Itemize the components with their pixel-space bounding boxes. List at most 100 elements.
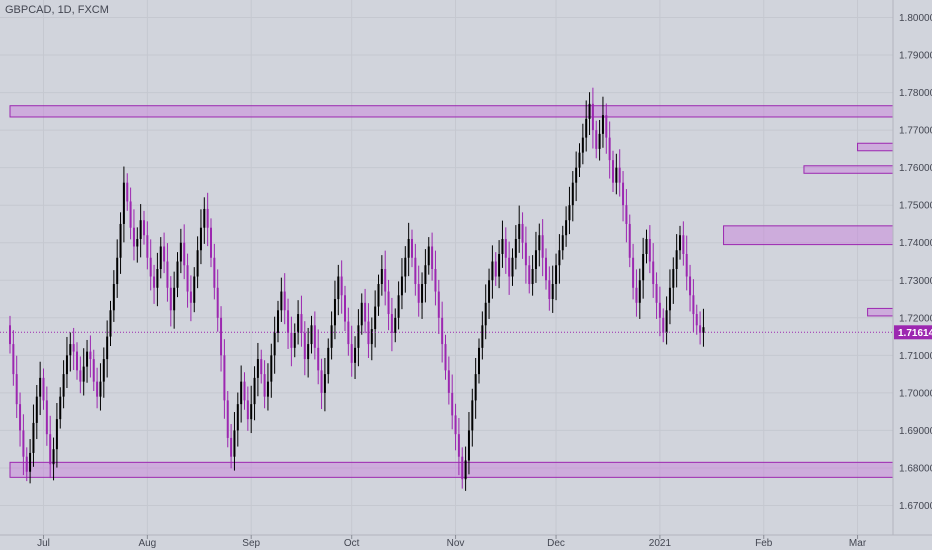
x-tick-label: Oct: [344, 538, 360, 549]
candle-body: [404, 257, 407, 277]
candle-body: [494, 261, 497, 277]
candle-body: [213, 257, 216, 288]
y-tick-label: 1.68000: [899, 463, 932, 474]
candle-body: [52, 449, 55, 465]
candle-body: [474, 374, 477, 401]
candle-body: [72, 344, 75, 352]
candle-body: [99, 381, 102, 397]
candle-body: [658, 302, 661, 318]
candle-body: [260, 359, 263, 375]
x-tick-label: Feb: [755, 538, 773, 549]
candle-body: [293, 332, 296, 348]
candle-body: [508, 257, 511, 277]
candle-body: [210, 227, 212, 258]
y-tick-label: 1.75000: [899, 201, 932, 212]
zone-rect: [9, 461, 894, 478]
candle-body: [595, 130, 598, 149]
candle-body: [183, 242, 186, 266]
candle-body: [220, 317, 223, 356]
price-tag-label: 1.71614: [898, 328, 932, 339]
candle-body: [340, 276, 343, 296]
y-tick-label: 1.77000: [899, 126, 932, 137]
candle-body: [25, 456, 28, 472]
candle-body: [350, 344, 353, 363]
candle-body: [665, 310, 668, 333]
candle-body: [65, 355, 68, 375]
candle-body: [400, 276, 403, 296]
candle-body: [511, 257, 514, 277]
grid-lines: [0, 0, 893, 535]
candle-body: [283, 291, 286, 311]
candle-body: [568, 205, 571, 221]
candle-body: [186, 265, 189, 292]
candle-body: [387, 291, 390, 315]
candle-body: [233, 430, 236, 457]
candle-body: [313, 325, 316, 348]
candle-body: [397, 295, 400, 318]
candle-body: [441, 317, 444, 345]
candle-body: [199, 227, 202, 251]
candle-body: [42, 377, 45, 401]
candle-body: [360, 302, 363, 326]
candle-body: [444, 344, 447, 371]
candle-body: [575, 167, 578, 183]
candle-body: [411, 238, 413, 258]
candle-body: [457, 434, 460, 457]
candle-body: [608, 137, 611, 161]
candle-body: [303, 332, 306, 360]
x-tick-label: Nov: [447, 538, 465, 549]
candle-body: [551, 284, 554, 300]
candle-body: [193, 276, 196, 303]
candle-body: [685, 253, 688, 277]
candle-body: [86, 351, 89, 367]
candle-body: [216, 287, 219, 318]
candle-body: [467, 430, 470, 461]
candle-body: [702, 327, 705, 333]
candle-body: [126, 182, 129, 202]
zone-rect: [867, 307, 894, 317]
candle-body: [632, 257, 635, 288]
candle-body: [689, 276, 692, 296]
candle-body: [333, 299, 336, 326]
candle-body: [615, 167, 618, 183]
y-tick-label: 1.73000: [899, 276, 932, 287]
x-tick-label: 2021: [649, 538, 672, 549]
candle-body: [287, 310, 290, 333]
time-axis[interactable]: JulAugSepOctNovDec2021FebMarAprMayJunJul: [37, 535, 932, 549]
candle-body: [605, 115, 608, 138]
candle-body: [159, 246, 162, 270]
candle-body: [565, 220, 568, 236]
symbol-label[interactable]: GBPCAD, 1D, FXCM: [5, 4, 109, 16]
candle-body: [488, 280, 491, 303]
candle-body: [638, 280, 641, 303]
candle-body: [642, 253, 645, 281]
x-tick-label: Jul: [37, 538, 50, 549]
candle-body: [179, 242, 182, 262]
x-tick-label: Dec: [547, 538, 565, 549]
candle-body: [370, 329, 373, 345]
candle-body: [300, 314, 303, 333]
candle-body: [571, 182, 574, 206]
candle-body: [347, 321, 350, 345]
candle-body: [323, 374, 326, 393]
candle-body: [531, 269, 534, 285]
candle-body: [380, 269, 383, 285]
candle-body: [153, 276, 156, 288]
candle-body: [59, 396, 62, 420]
candle-body: [601, 115, 604, 134]
candle-body: [344, 295, 346, 322]
candle-body: [668, 287, 671, 311]
candlestick-series: [9, 87, 705, 491]
candle-body: [173, 287, 176, 311]
candle-body: [354, 347, 357, 363]
candle-body: [310, 325, 313, 345]
candle-body: [645, 238, 648, 254]
candle-body: [320, 370, 323, 393]
y-tick-label: 1.72000: [899, 313, 932, 324]
candle-body: [89, 351, 92, 360]
candle-body: [367, 321, 370, 345]
candle-body: [290, 332, 293, 348]
price-axis[interactable]: 1.67000 1.68000 1.69000 1.70000 1.71000 1.720…: [899, 13, 932, 512]
candle-body: [132, 227, 135, 247]
